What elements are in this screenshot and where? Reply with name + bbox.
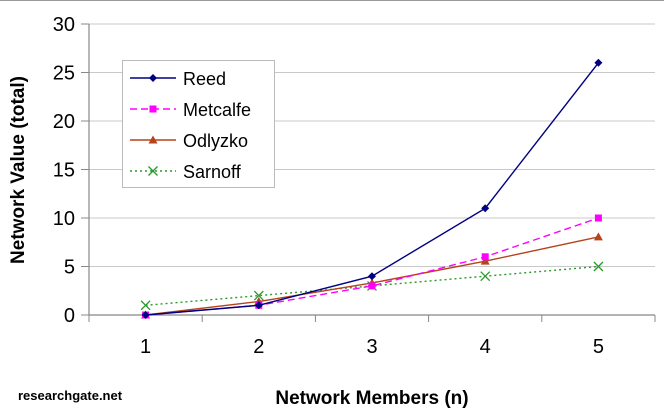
marker-diamond <box>481 204 490 213</box>
watermark: researchgate.net <box>18 388 123 403</box>
marker-diamond <box>149 74 157 82</box>
x-tick-label: 2 <box>253 336 264 358</box>
legend: Reed Metcalfe Odlyzko Sarnoff <box>122 60 275 188</box>
legend-label: Sarnoff <box>183 162 242 182</box>
y-tick-label: 5 <box>64 257 75 279</box>
marker-diamond <box>141 311 150 319</box>
y-tick-label: 30 <box>53 14 75 36</box>
series-reed <box>141 58 603 319</box>
marker-square <box>481 253 489 261</box>
marker-x <box>148 166 158 176</box>
marker-x-stroke <box>140 300 151 311</box>
legend-label: Odlyzko <box>183 131 248 151</box>
marker-triangle <box>480 256 490 265</box>
series-sarnoff <box>140 261 604 311</box>
x-tick-label: 5 <box>593 336 604 358</box>
y-tick-label: 25 <box>53 63 75 85</box>
series-line <box>145 265 599 306</box>
marker-diamond <box>594 58 603 67</box>
marker-square <box>368 282 376 290</box>
y-axis-label: Network Value (total) <box>8 76 29 264</box>
x-tick-label: 1 <box>140 336 151 358</box>
y-tick-label: 0 <box>64 305 75 327</box>
marker-x-stroke <box>593 261 604 272</box>
marker-diamond <box>254 301 263 310</box>
marker-diamond <box>368 272 376 281</box>
marker-x-stroke <box>253 290 264 301</box>
y-tick-label: 15 <box>53 160 75 182</box>
y-tick-label: 20 <box>53 111 75 133</box>
legend-label: Metcalfe <box>183 100 251 120</box>
marker-x-stroke <box>480 271 491 282</box>
marker-x <box>480 271 491 282</box>
legend-box <box>122 60 275 188</box>
marker-x-stroke <box>148 166 158 176</box>
marker-x <box>593 261 604 272</box>
x-tick-label: 3 <box>366 336 377 358</box>
y-tick-label: 10 <box>53 208 75 230</box>
x-tick-label: 4 <box>480 336 491 358</box>
legend-label: Reed <box>183 69 226 89</box>
marker-triangle <box>148 135 158 144</box>
series-line <box>145 217 599 316</box>
marker-square <box>149 105 157 113</box>
x-axis-label: Network Members (n) <box>275 388 468 409</box>
marker-triangle <box>593 232 603 241</box>
marker-x <box>140 300 151 311</box>
marker-x <box>253 290 264 301</box>
marker-square <box>594 214 602 222</box>
